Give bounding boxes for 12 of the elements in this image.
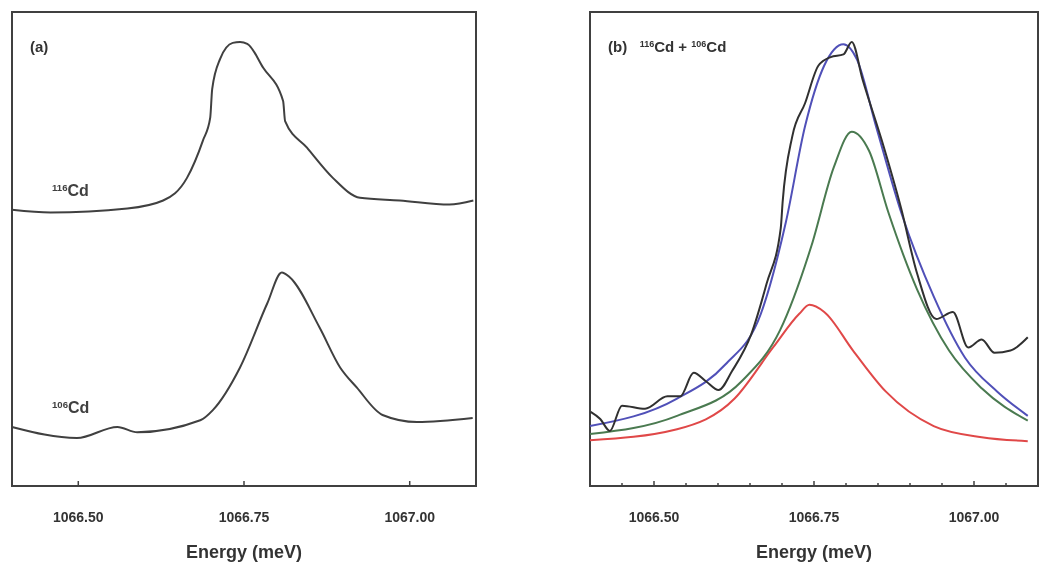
x-axis-title: Energy (meV) <box>755 542 873 562</box>
series-label: $^{106}$Cd <box>52 398 90 416</box>
x-axis-title: Energy (meV) <box>185 542 303 562</box>
x-tick-label: 1066.75 <box>788 509 840 525</box>
x-tick-label: 1066.50 <box>628 509 680 525</box>
x-tick-label: 1066.75 <box>218 509 270 525</box>
x-tick-label: 1067.00 <box>948 509 1000 525</box>
annotation: (b) $^{116}$Cd + $^{106}$Cd <box>608 38 727 55</box>
x-tick-label: 1067.00 <box>384 509 436 525</box>
x-tick-label: 1066.50 <box>52 509 104 525</box>
annotation: (a) <box>30 38 49 55</box>
series-label: $^{116}$Cd <box>52 181 89 199</box>
